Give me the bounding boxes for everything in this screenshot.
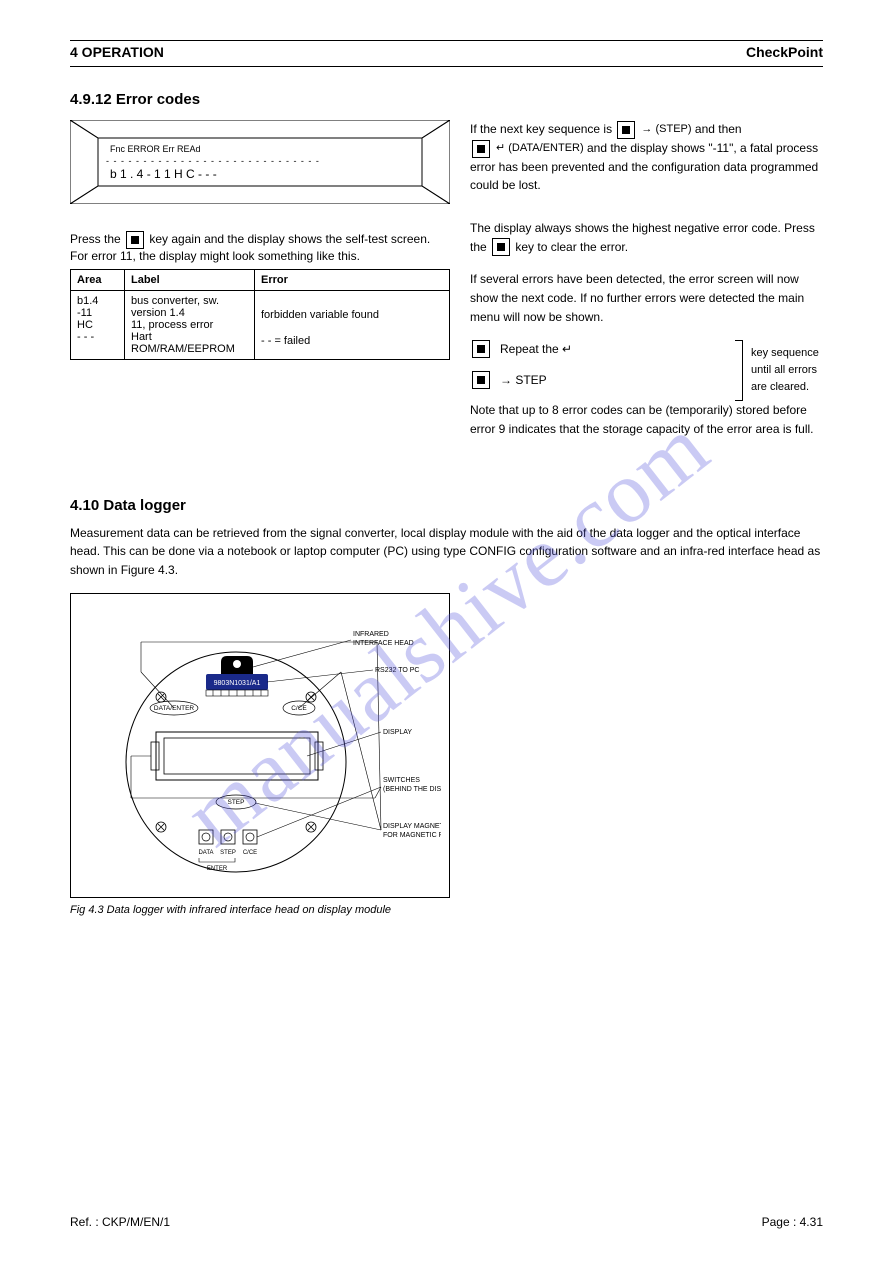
r2-3-post: key sequence until all errors are cleare…	[743, 345, 823, 396]
logger-diagram: 9803N1031/A1 DATA/ENTER C/CE	[81, 612, 441, 882]
th-label: Label	[125, 270, 255, 291]
cell: HC	[77, 319, 118, 331]
svg-text:ENTER: ENTER	[207, 866, 228, 872]
step-key-icon	[617, 121, 635, 139]
table-block: Press the key again and the display show…	[70, 219, 450, 453]
footer-left: Ref. : CKP/M/EN/1	[70, 1215, 170, 1229]
lcd-panel: Fnc ERROR Err REAd - - - - - - - - - - -…	[70, 120, 450, 209]
header-right: CheckPoint	[746, 44, 823, 60]
lcd-line1: Fnc ERROR Err REAd	[110, 144, 201, 154]
data-enter-label: DATA/ENTER	[154, 705, 195, 712]
r1-pre: If the next key sequence is	[470, 122, 615, 136]
enter-key-icon-4	[472, 340, 490, 358]
figure-caption: Fig 4.3 Data logger with infrared interf…	[70, 904, 823, 916]
tbl-intro-pre: Press the	[70, 232, 124, 246]
lbl-display: DISPLAY	[383, 729, 412, 736]
lcd-line2: - - - - - - - - - - - - - - - - - - - - …	[106, 156, 320, 166]
step-label: STEP	[228, 799, 245, 806]
lbl-ir-2: INTERFACE HEAD	[353, 640, 414, 647]
logger-desc: Measurement data can be retrieved from t…	[70, 524, 823, 580]
enter-key-icon-2	[126, 231, 144, 249]
cell: - - = failed	[261, 335, 443, 347]
cell	[261, 321, 443, 335]
r2-2: If several errors have been detected, th…	[470, 270, 823, 326]
r2-3-k1: ↵	[562, 342, 572, 356]
lcd-line3: b 1 . 4 - 1 1 H C - - -	[110, 167, 217, 181]
logger-title: 4.10 Data logger	[70, 497, 823, 514]
cell: ROM/RAM/EEPROM	[131, 343, 248, 355]
cell: Hart	[131, 331, 248, 343]
footer-right: Page : 4.31	[762, 1215, 823, 1229]
step-key-label: → (STEP)	[641, 123, 691, 135]
r2-4: Note that up to 8 error codes can be (te…	[470, 401, 823, 438]
cell: forbidden variable found	[261, 309, 443, 321]
r2-1-post: key to clear the error.	[515, 240, 628, 254]
table-row: b1.4 -11 HC - - - bus converter, sw. ver…	[71, 291, 450, 360]
svg-text:9803N1031/A1: 9803N1031/A1	[214, 680, 261, 687]
th-error: Error	[255, 270, 450, 291]
error-table: Area Label Error b1.4 -11 HC - - - bus c…	[70, 269, 450, 360]
lbl-mag-1: DISPLAY MAGNETS	[383, 823, 441, 830]
page-footer: Ref. : CKP/M/EN/1 Page : 4.31	[70, 1215, 823, 1229]
cell: 11, process error	[131, 319, 248, 331]
lbl-mag-2: FOR MAGNETIC PIN	[383, 832, 441, 839]
svg-text:STEP: STEP	[220, 850, 236, 856]
lbl-sw-1: SWITCHES	[383, 777, 420, 784]
page-header: 4 OPERATION CheckPoint	[70, 41, 823, 66]
button-row: DATA STEP C/CE ENTER	[198, 830, 257, 872]
th-area: Area	[71, 270, 125, 291]
cell: bus converter, sw. version 1.4	[131, 295, 248, 319]
row-2: Press the key again and the display show…	[70, 219, 823, 453]
right-text-1: If the next key sequence is → (STEP) and…	[470, 120, 823, 209]
r1-mid: and then	[695, 122, 742, 136]
cell: b1.4	[77, 295, 118, 307]
enter-key-label: ↵ (DATA/ENTER)	[496, 142, 584, 154]
enter-key-icon-3	[492, 238, 510, 256]
section-title: 4.9.12 Error codes	[70, 91, 823, 108]
cell	[261, 295, 443, 309]
lbl-sw-2: (BEHIND THE DISPLAY)	[383, 786, 441, 793]
figure-box: 9803N1031/A1 DATA/ENTER C/CE	[70, 593, 450, 898]
row-1: Fnc ERROR Err REAd - - - - - - - - - - -…	[70, 120, 823, 209]
svg-text:DATA: DATA	[198, 850, 213, 856]
bracket-icon	[735, 340, 743, 401]
cell: -11	[77, 307, 118, 319]
svg-text:C/CE: C/CE	[243, 850, 257, 856]
cce-label: C/CE	[291, 705, 307, 712]
cell: - - -	[77, 331, 118, 343]
ir-head-chip: 9803N1031/A1	[206, 656, 268, 696]
lbl-ir-1: INFRARED	[353, 631, 389, 638]
right-text-2: The display always shows the highest neg…	[470, 219, 823, 453]
enter-key-icon	[472, 140, 490, 158]
lbl-rs232: RS232 TO PC	[375, 667, 420, 674]
r2-3-pre: Repeat the	[500, 342, 562, 356]
header-left: 4 OPERATION	[70, 44, 164, 60]
r2-3-k2: → STEP	[500, 371, 731, 390]
step-key-icon-2	[472, 371, 490, 389]
display-window	[151, 732, 323, 780]
table-header-row: Area Label Error	[71, 270, 450, 291]
rule-under-header	[70, 66, 823, 67]
